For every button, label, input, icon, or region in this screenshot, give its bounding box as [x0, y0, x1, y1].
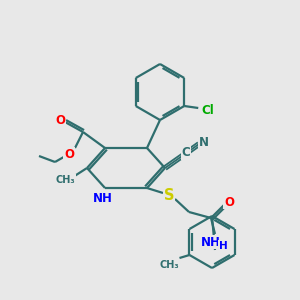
Text: S: S — [164, 188, 174, 203]
Text: CH₃: CH₃ — [160, 260, 179, 270]
Text: NH: NH — [93, 191, 113, 205]
Text: N: N — [199, 136, 209, 149]
Text: C: C — [182, 146, 190, 160]
Text: O: O — [64, 148, 74, 160]
Text: O: O — [55, 115, 65, 128]
Text: Cl: Cl — [202, 103, 214, 116]
Text: H: H — [219, 241, 227, 251]
Text: NH: NH — [201, 236, 221, 248]
Text: CH₃: CH₃ — [55, 175, 75, 185]
Text: O: O — [224, 196, 234, 208]
